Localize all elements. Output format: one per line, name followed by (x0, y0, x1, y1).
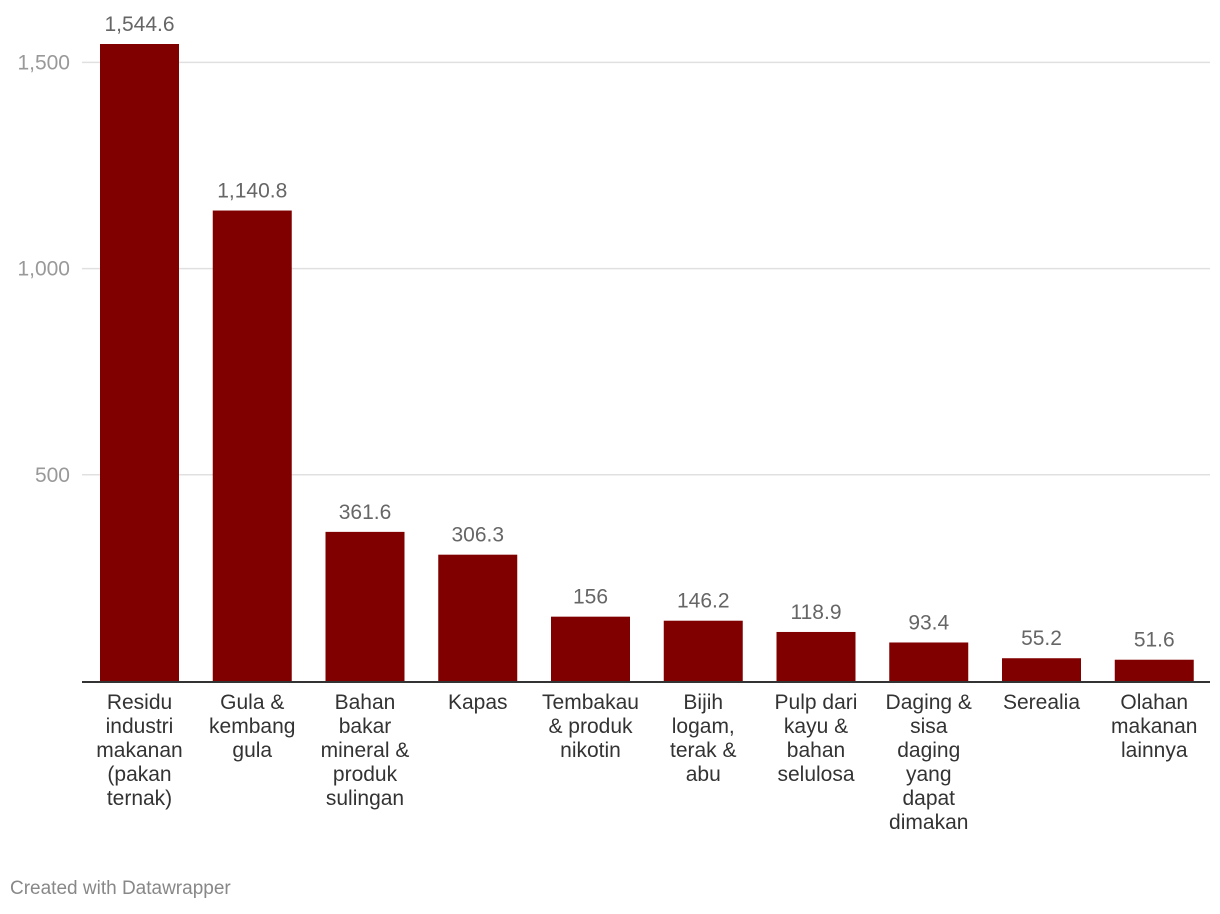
x-category-label-line: bakar (339, 715, 392, 738)
x-category-label-line: Serealia (1003, 691, 1080, 714)
x-category-label-line: makanan (96, 739, 182, 762)
bar-value-label: 156 (573, 586, 608, 609)
x-category-label-line: dimakan (889, 811, 968, 834)
gridlines: 500 1,000 1,500 (17, 51, 1210, 487)
x-category-label-line: bahan (787, 739, 845, 762)
x-category-label: Residu industri makanan (pakan ternak) (96, 691, 182, 810)
x-category-label: Daging & sisa daging yang dapat dimakan (886, 691, 972, 834)
bar[interactable] (325, 531, 405, 681)
x-category-label-line: Gula & (220, 691, 284, 714)
x-category-label-line: selulosa (777, 763, 854, 786)
x-category-label-line: Bahan (335, 691, 396, 714)
x-category-label-line: daging (897, 739, 960, 762)
bar-value-label: 51.6 (1134, 629, 1175, 652)
x-category-label-line: sulingan (326, 787, 404, 810)
bars (100, 44, 1194, 682)
footer-credit: Created with Datawrapper (10, 878, 231, 899)
x-category-label-line: Daging & (886, 691, 972, 714)
x-category-label-line: sisa (910, 715, 948, 738)
x-category-label: Bijih logam, terak & abu (670, 691, 737, 786)
x-category-label-line: produk (333, 763, 398, 786)
x-category-label-line: nikotin (560, 739, 621, 762)
x-category-label: Pulp dari kayu & bahan selulosa (775, 691, 858, 786)
bar-value-label: 146.2 (677, 590, 730, 613)
y-tick-label: 1,500 (17, 51, 70, 74)
bar-value-label: 306.3 (451, 524, 504, 547)
x-category-label-line: Olahan (1120, 691, 1188, 714)
x-category-label-line: gula (232, 739, 272, 762)
x-category-label-line: Bijih (683, 691, 723, 714)
x-category-label-line: ternak) (107, 787, 172, 810)
bar[interactable] (551, 616, 630, 681)
x-category-label-line: abu (686, 763, 721, 786)
bar[interactable] (438, 554, 518, 681)
bar[interactable] (889, 642, 969, 681)
y-tick-label: 500 (35, 464, 70, 487)
x-category-label-line: dapat (902, 787, 955, 810)
x-category-label-line: Kapas (448, 691, 508, 714)
x-category-label: Olahan makanan lainnya (1111, 691, 1197, 762)
x-category-label-line: & produk (548, 715, 633, 738)
x-category-label-line: industri (106, 715, 174, 738)
bar-value-label: 1,140.8 (217, 180, 287, 203)
bar-value-label: 1,544.6 (104, 13, 174, 36)
x-category-label: Serealia (1003, 691, 1080, 714)
x-category-label-line: Pulp dari (775, 691, 858, 714)
x-category-label-line: (pakan (107, 763, 171, 786)
bar[interactable] (212, 210, 292, 682)
bar-chart: 500 1,000 1,500 1,544.6 1,140.8 361.6 306.3 15… (17, 13, 1210, 834)
x-category-label: Gula & kembang gula (209, 691, 295, 762)
x-category-label-line: logam, (672, 715, 735, 738)
bar-value-label: 55.2 (1021, 627, 1062, 650)
x-category-label: Tembakau & produk nikotin (542, 691, 639, 762)
bar[interactable] (1002, 658, 1081, 681)
bar[interactable] (663, 620, 743, 681)
x-category-label-line: lainnya (1121, 739, 1188, 762)
x-category-label: Kapas (448, 691, 508, 714)
x-category-label-line: kembang (209, 715, 295, 738)
category-labels: Residu industri makanan (pakan ternak)Gula &… (96, 691, 1197, 834)
x-category-label-line: terak & (670, 739, 737, 762)
x-category-label-line: makanan (1111, 715, 1197, 738)
x-category-label-line: Residu (107, 691, 172, 714)
bar[interactable] (100, 44, 179, 681)
y-tick-label: 1,000 (17, 258, 70, 281)
bar[interactable] (776, 631, 856, 681)
bar-value-label: 361.6 (339, 501, 392, 524)
x-category-label: Bahan bakar mineral & produk sulingan (321, 691, 410, 810)
value-labels: 1,544.6 1,140.8 361.6 306.3 156 146.2 118.9 93.… (104, 13, 1174, 652)
bar[interactable] (1114, 659, 1194, 681)
x-category-label-line: Tembakau (542, 691, 639, 714)
bar-value-label: 118.9 (791, 601, 842, 624)
x-category-label-line: mineral & (321, 739, 410, 762)
bar-value-label: 93.4 (908, 611, 949, 634)
x-category-label-line: kayu & (784, 715, 848, 738)
x-category-label-line: yang (906, 763, 952, 786)
